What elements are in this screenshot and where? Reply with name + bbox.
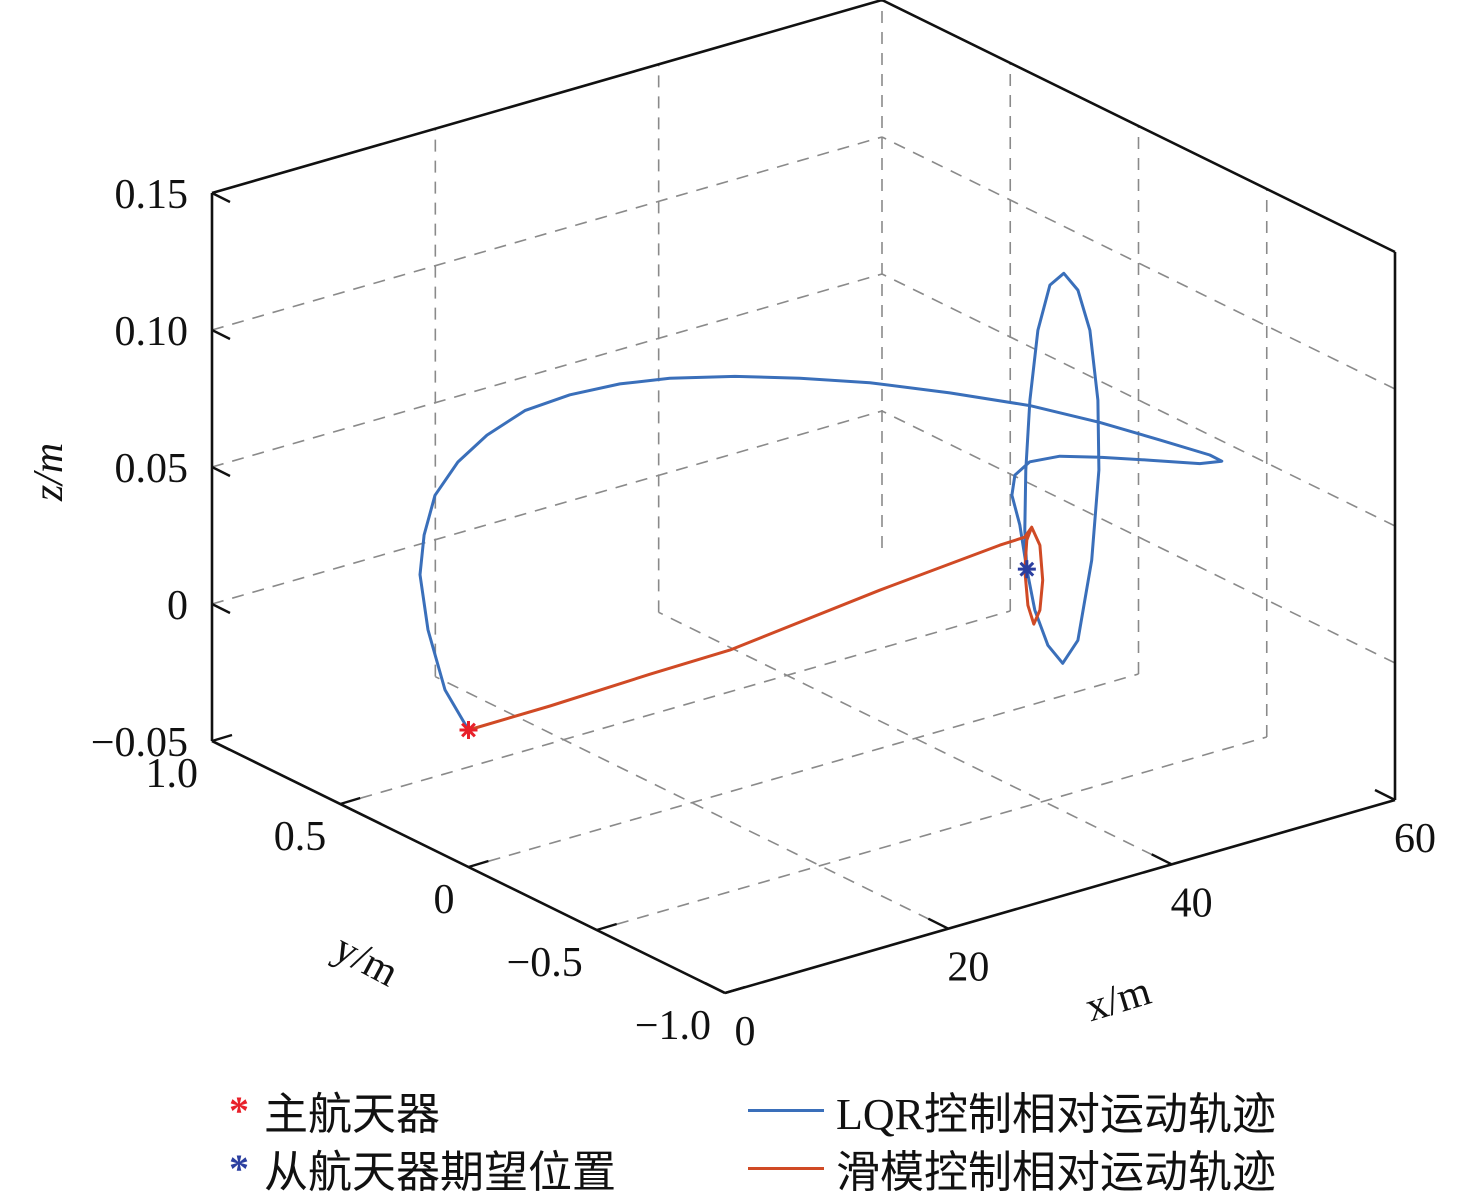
- z-tick: [211, 602, 231, 615]
- legend-item-sliding: 滑模控制相对运动轨迹: [748, 1140, 1276, 1197]
- z-tick: [211, 465, 231, 478]
- grid-line: [468, 673, 1139, 868]
- legend-item-chief: * 主航天器: [222, 1082, 440, 1140]
- axes-box: [210, 0, 1397, 995]
- grid-line: [211, 273, 883, 468]
- legend-label: 主航天器: [264, 1090, 440, 1139]
- y-tick-label: −0.5: [507, 940, 583, 986]
- y-tick: [211, 733, 233, 743]
- grid-line: [881, 410, 1396, 664]
- x-tick-label: 60: [1394, 816, 1436, 862]
- grid-line: [340, 610, 1011, 805]
- x-tick-label: 40: [1171, 880, 1213, 926]
- y-tick: [468, 859, 489, 869]
- y-tick: [339, 796, 361, 806]
- point-markers: [459, 560, 1036, 739]
- y-tick: [596, 922, 618, 932]
- z-tick-label: 0.05: [115, 446, 189, 492]
- axis-edge: [211, 0, 883, 195]
- chief-spacecraft-marker: [459, 721, 478, 739]
- y-axis-label: y/m: [326, 925, 406, 996]
- legend-label: 滑模控制相对运动轨迹: [836, 1148, 1276, 1197]
- tick-labels: 0.15 0.10 0.05 0 −0.05 0 20 40 60 1.0 0.5 0 −0.5 −1.0: [91, 172, 1436, 1055]
- x-axis-label: x/m: [1080, 968, 1156, 1031]
- grid-line: [881, 136, 1396, 390]
- z-tick-label: 0.15: [115, 172, 189, 218]
- z-tick: [211, 191, 231, 204]
- blue-asterisk-icon: *: [229, 1145, 249, 1191]
- y-tick-label: 0.5: [274, 814, 327, 860]
- tick-marks: [211, 191, 1396, 995]
- x-tick: [927, 917, 949, 930]
- z-tick-label: −0.05: [91, 720, 188, 766]
- grid-line: [881, 273, 1396, 527]
- grid-lines: [211, 0, 1396, 931]
- grid-line: [596, 736, 1267, 931]
- axis-edge: [724, 798, 1396, 995]
- y-tick-label: 0: [434, 877, 455, 923]
- sliding-mode-trajectory-line: [467, 525, 1045, 732]
- grid-line: [211, 136, 883, 331]
- asterisk-stroke: [461, 722, 476, 738]
- desired-position-marker: [1017, 560, 1036, 579]
- asterisk-stroke: [1019, 561, 1035, 577]
- y-tick: [724, 985, 746, 995]
- series-lines: [418, 271, 1224, 732]
- x-tick-label: 20: [947, 945, 989, 991]
- legend-label: LQR控制相对运动轨迹: [836, 1090, 1276, 1139]
- y-tick-label: 1.0: [146, 751, 199, 797]
- grid-line: [658, 611, 1173, 866]
- grid-line: [434, 675, 949, 930]
- z-tick-label: 0: [167, 583, 188, 629]
- x-tick: [1374, 788, 1396, 802]
- x-tick: [1151, 853, 1173, 866]
- z-axis-label: z/m: [26, 443, 72, 502]
- x-tick: [704, 981, 726, 995]
- blue-line-swatch: [748, 1108, 824, 1112]
- z-tick: [211, 739, 231, 752]
- grid-line: [211, 410, 883, 605]
- axis-edge: [881, 0, 1396, 254]
- legend-item-lqr: LQR控制相对运动轨迹: [748, 1082, 1276, 1139]
- red-asterisk-icon: *: [229, 1087, 249, 1133]
- z-tick-label: 0.10: [115, 309, 189, 355]
- z-tick: [211, 328, 231, 341]
- lqr-trajectory-line: [418, 271, 1224, 732]
- y-tick-label: −1.0: [635, 1003, 711, 1049]
- x-tick-label: 0: [735, 1009, 756, 1055]
- legend-item-desired: * 从航天器期望位置: [222, 1140, 616, 1198]
- legend-label: 从航天器期望位置: [264, 1148, 616, 1197]
- red-line-swatch: [748, 1166, 824, 1170]
